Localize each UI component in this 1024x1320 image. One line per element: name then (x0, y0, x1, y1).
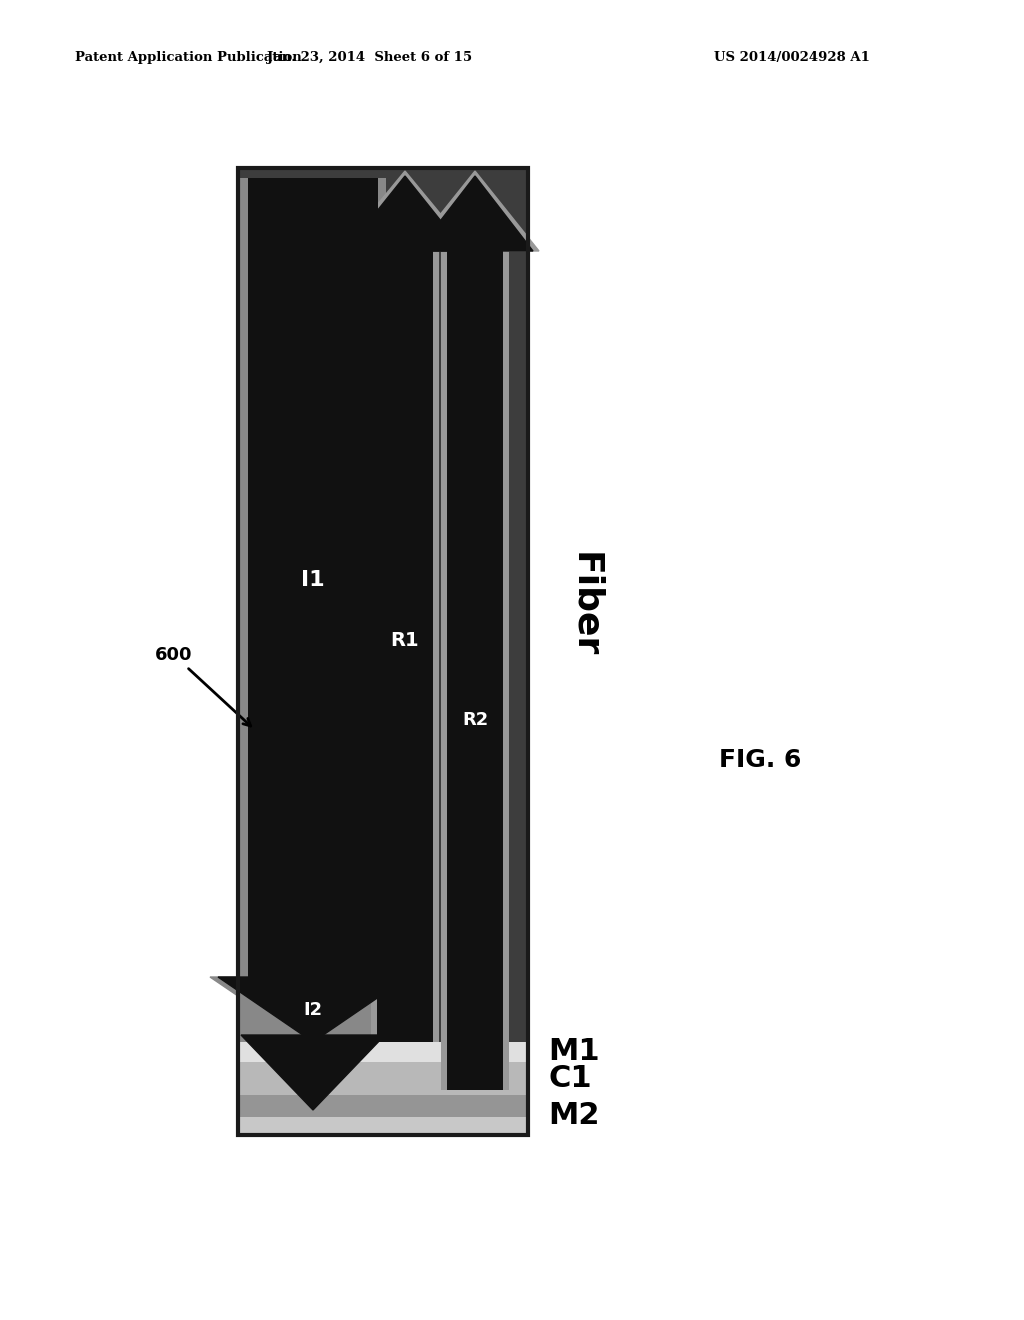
Text: R2: R2 (462, 711, 488, 729)
Bar (238, 1117, 528, 1135)
Text: M2: M2 (548, 1101, 599, 1130)
Polygon shape (345, 176, 465, 251)
Bar (441, 251, 509, 1090)
Bar (238, 1041, 528, 1063)
Bar (248, 178, 378, 977)
Text: C1: C1 (548, 1064, 592, 1093)
Bar (238, 1096, 528, 1135)
Bar (377, 251, 433, 1041)
Text: 600: 600 (155, 645, 251, 726)
Bar (238, 168, 528, 1041)
Text: M1: M1 (548, 1038, 600, 1067)
Polygon shape (411, 172, 539, 251)
Polygon shape (210, 977, 416, 1047)
Text: I1: I1 (301, 570, 325, 590)
Bar (238, 1063, 528, 1096)
Bar (238, 168, 528, 1135)
Text: I2: I2 (303, 1001, 323, 1019)
Bar (278, 1035, 348, 1041)
Text: US 2014/0024928 A1: US 2014/0024928 A1 (714, 51, 870, 65)
Text: Jan. 23, 2014  Sheet 6 of 15: Jan. 23, 2014 Sheet 6 of 15 (267, 51, 472, 65)
Polygon shape (417, 176, 534, 251)
Bar (447, 251, 503, 1090)
Text: Patent Application Publication: Patent Application Publication (75, 51, 302, 65)
Text: FIG. 6: FIG. 6 (719, 748, 801, 772)
Polygon shape (218, 977, 408, 1041)
Bar (240, 178, 386, 1041)
Polygon shape (339, 172, 471, 251)
Bar (371, 251, 439, 1041)
Bar (238, 168, 528, 1135)
Text: Fiber: Fiber (568, 552, 602, 657)
Polygon shape (241, 1035, 385, 1110)
Text: R1: R1 (391, 631, 419, 649)
